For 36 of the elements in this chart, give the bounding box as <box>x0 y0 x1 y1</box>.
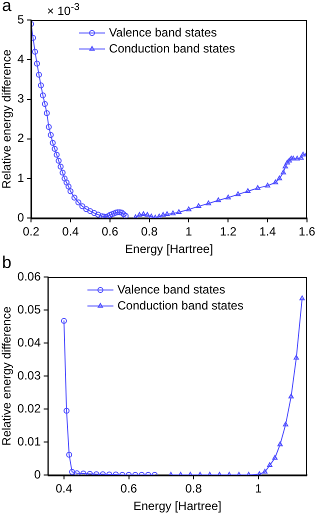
legend-label: Valence band states <box>117 282 226 296</box>
y-tick-label: 2 <box>17 131 24 146</box>
y-tick-label: 5 <box>17 12 24 26</box>
x-axis-title: Energy [Hartree] <box>133 499 222 514</box>
legend-label: Conduction band states <box>117 298 244 312</box>
y-tick-label: 1 <box>17 170 24 185</box>
y-axis-title: Relative energy difference <box>0 49 14 189</box>
text: × 10$^{-3}$ <box>47 2 80 18</box>
y-tick-label: 0.03 <box>17 368 42 382</box>
y-tick-label: 0 <box>17 210 24 225</box>
y-axis-title: Relative energy difference <box>0 306 14 446</box>
x-tick-label: 0.4 <box>62 224 80 239</box>
y-tick-label: 0.01 <box>17 434 42 448</box>
y-tick-label: 0.02 <box>17 401 42 416</box>
x-tick-label: 0.6 <box>120 482 138 496</box>
legend-label: Conduction band states <box>109 41 236 56</box>
x-tick-label: 1.2 <box>220 224 237 239</box>
text: b <box>2 253 12 273</box>
x-tick-label: 1 <box>185 224 192 239</box>
x-tick-label: 0.8 <box>140 224 158 239</box>
x-tick-label: 0.8 <box>185 482 202 496</box>
y-tick-label: 0.06 <box>17 269 42 284</box>
y-tick-label: 0 <box>34 468 42 482</box>
y-tick-label: 0.05 <box>17 302 42 316</box>
x-tick-label: 0.4 <box>56 482 73 496</box>
x-tick-label: 1.4 <box>259 224 276 239</box>
y-tick-label: 4 <box>17 52 24 66</box>
x-tick-label: 0.2 <box>22 224 40 239</box>
x-axis-title: Energy [Hartree] <box>125 242 214 256</box>
x-tick-label: 0.6 <box>102 224 119 239</box>
y-tick-label: 0.04 <box>17 335 42 350</box>
text: a <box>2 0 12 16</box>
legend-label: Valence band states <box>109 25 217 40</box>
x-tick-label: 1.6 <box>298 224 316 239</box>
x-tick-label: 1 <box>255 482 262 496</box>
y-tick-label: 3 <box>17 92 24 106</box>
